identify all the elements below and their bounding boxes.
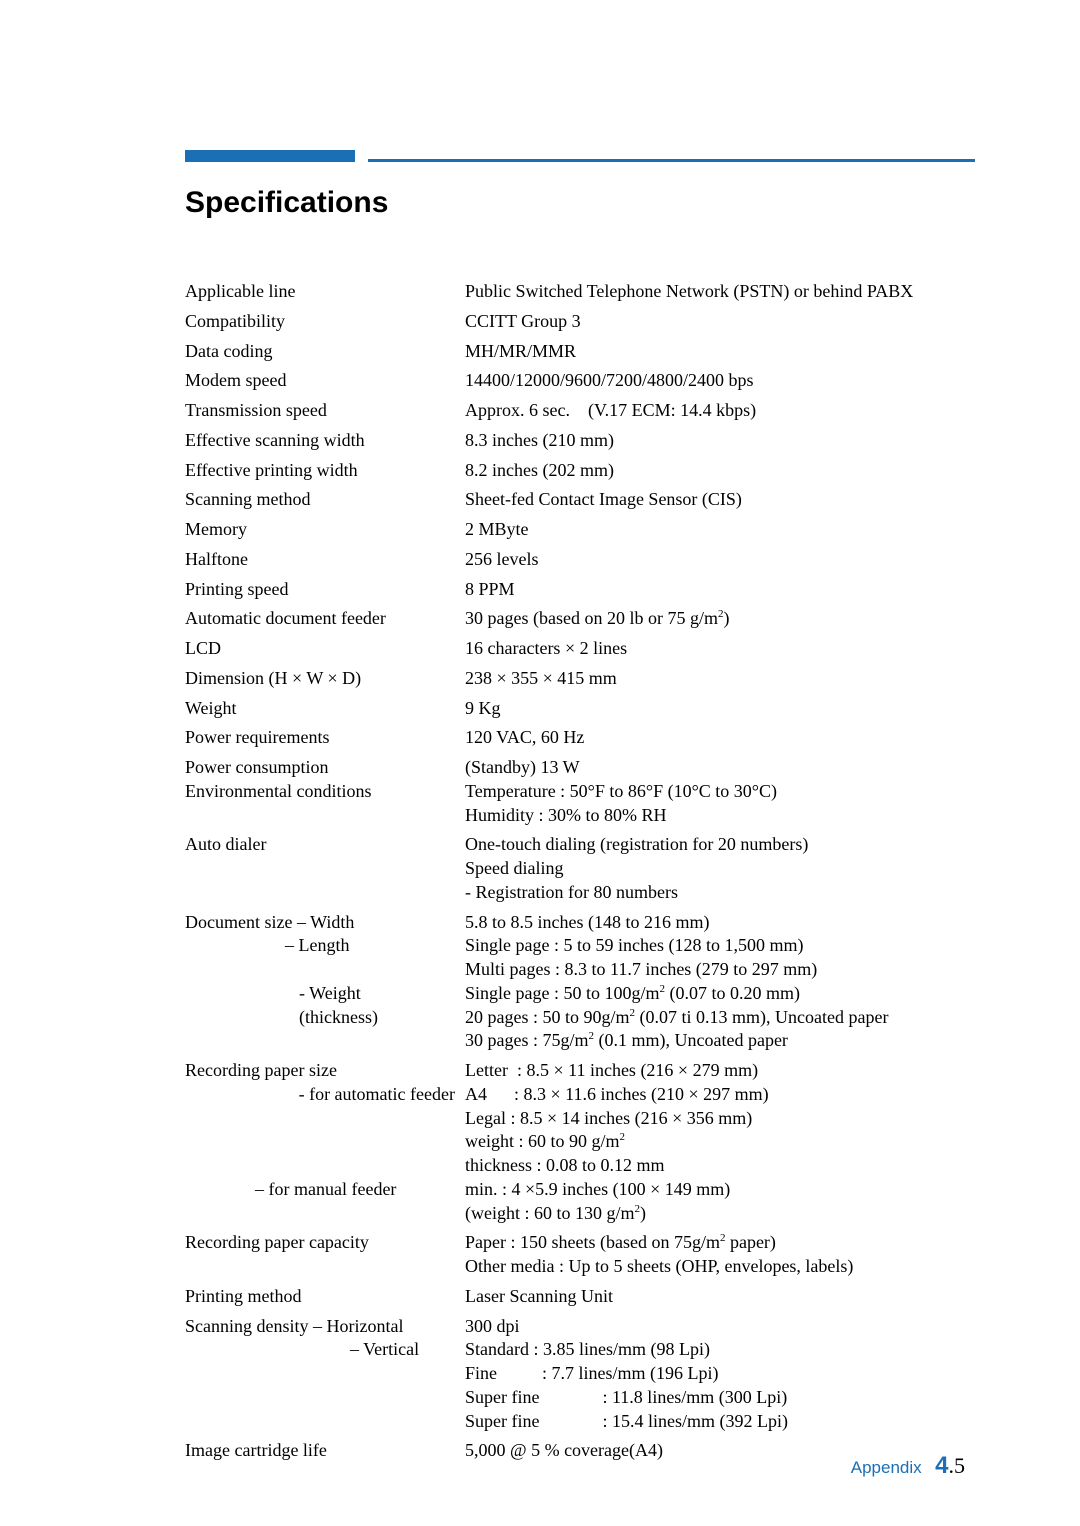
spec-value: 238 × 355 × 415 mm — [465, 667, 975, 691]
spec-value: Temperature : 50°F to 86°F (10°C to 30°C… — [465, 780, 975, 804]
spec-value: 14400/12000/9600/7200/4800/2400 bps — [465, 369, 975, 393]
spec-value: 30 pages : 75g/m2 (0.1 mm), Uncoated pap… — [465, 1029, 975, 1053]
spec-label: Weight — [185, 697, 465, 721]
footer-chapter: 4 — [935, 1452, 948, 1479]
footer-page: .5 — [949, 1453, 966, 1478]
spec-value: 8 PPM — [465, 578, 975, 602]
spec-value: 16 characters × 2 lines — [465, 637, 975, 661]
footer-section: Appendix — [851, 1458, 922, 1477]
spec-value: Super fine : 11.8 lines/mm (300 Lpi) — [465, 1386, 975, 1410]
spec-value: 30 pages (based on 20 lb or 75 g/m2) — [465, 607, 975, 631]
spec-value: min. : 4 ×5.9 inches (100 × 149 mm) — [465, 1178, 975, 1202]
spec-value: (weight : 60 to 130 g/m2) — [465, 1202, 975, 1226]
spec-value: Public Switched Telephone Network (PSTN)… — [465, 280, 975, 304]
spec-value: 256 levels — [465, 548, 975, 572]
spec-value: Standard : 3.85 lines/mm (98 Lpi) — [465, 1338, 975, 1362]
spec-label: Automatic document feeder — [185, 607, 465, 631]
spec-label: Modem speed — [185, 369, 465, 393]
spec-value: Approx. 6 sec. (V.17 ECM: 14.4 kbps) — [465, 399, 975, 423]
specifications-table: Applicable linePublic Switched Telephone… — [0, 220, 1080, 1463]
spec-sublabel: – Length — [185, 935, 350, 955]
spec-value: thickness : 0.08 to 0.12 mm — [465, 1154, 975, 1178]
spec-label: Power consumption — [185, 756, 465, 780]
spec-label: Auto dialer — [185, 833, 465, 857]
spec-label: Applicable line — [185, 280, 465, 304]
spec-sublabel: – for manual feeder — [185, 1179, 396, 1199]
spec-value: (Standby) 13 W — [465, 756, 975, 780]
header-rule — [0, 0, 1080, 162]
spec-value: Single page : 5 to 59 inches (128 to 1,5… — [465, 934, 975, 958]
rule-thick — [185, 150, 355, 162]
spec-label: Scanning density – Horizontal — [185, 1315, 465, 1339]
spec-label: Halftone — [185, 548, 465, 572]
spec-sublabel: – Vertical — [185, 1339, 419, 1359]
spec-sublabel: (thickness) — [185, 1007, 378, 1027]
spec-label: Power requirements — [185, 726, 465, 750]
page-title: Specifications — [0, 162, 1080, 220]
spec-label: Document size – Width — [185, 911, 465, 935]
spec-label: Printing method — [185, 1285, 465, 1309]
spec-value: 8.2 inches (202 mm) — [465, 459, 975, 483]
spec-value: Sheet-fed Contact Image Sensor (CIS) — [465, 488, 975, 512]
spec-value: - Registration for 80 numbers — [465, 881, 975, 905]
spec-label: Memory — [185, 518, 465, 542]
spec-label: Data coding — [185, 340, 465, 364]
spec-value: CCITT Group 3 — [465, 310, 975, 334]
spec-label: Effective scanning width — [185, 429, 465, 453]
spec-value: MH/MR/MMR — [465, 340, 975, 364]
spec-value: One-touch dialing (registration for 20 n… — [465, 833, 975, 857]
spec-value: 300 dpi — [465, 1315, 975, 1339]
spec-label: LCD — [185, 637, 465, 661]
spec-label: Effective printing width — [185, 459, 465, 483]
spec-label: Recording paper capacity — [185, 1231, 465, 1255]
spec-value: Legal : 8.5 × 14 inches (216 × 356 mm) — [465, 1107, 975, 1131]
spec-label: Scanning method — [185, 488, 465, 512]
spec-value: Single page : 50 to 100g/m2 (0.07 to 0.2… — [465, 982, 975, 1006]
spec-value: 120 VAC, 60 Hz — [465, 726, 975, 750]
spec-label: Transmission speed — [185, 399, 465, 423]
spec-value: weight : 60 to 90 g/m2 — [465, 1130, 975, 1154]
spec-value: A4 : 8.3 × 11.6 inches (210 × 297 mm) — [465, 1083, 975, 1107]
spec-sublabel: - for automatic feeder — [299, 1084, 455, 1104]
spec-label: Compatibility — [185, 310, 465, 334]
page-footer: Appendix 4.5 — [0, 1452, 1080, 1480]
spec-value: Humidity : 30% to 80% RH — [465, 804, 975, 828]
spec-value: 8.3 inches (210 mm) — [465, 429, 975, 453]
spec-value: Laser Scanning Unit — [465, 1285, 975, 1309]
spec-value: Paper : 150 sheets (based on 75g/m2 pape… — [465, 1231, 975, 1255]
spec-label: Recording paper size — [185, 1059, 465, 1083]
spec-label: Environmental conditions — [185, 780, 465, 804]
spec-value: 20 pages : 50 to 90g/m2 (0.07 ti 0.13 mm… — [465, 1006, 975, 1030]
spec-value: 5.8 to 8.5 inches (148 to 216 mm) — [465, 911, 975, 935]
spec-value: 2 MByte — [465, 518, 975, 542]
spec-value: Super fine : 15.4 lines/mm (392 Lpi) — [465, 1410, 975, 1434]
rule-thin — [368, 159, 975, 162]
spec-label: Printing speed — [185, 578, 465, 602]
spec-value: Other media : Up to 5 sheets (OHP, envel… — [465, 1255, 975, 1279]
spec-value: Fine : 7.7 lines/mm (196 Lpi) — [465, 1362, 975, 1386]
spec-label: Dimension (H × W × D) — [185, 667, 465, 691]
spec-value: Multi pages : 8.3 to 11.7 inches (279 to… — [465, 958, 975, 982]
spec-value: Letter : 8.5 × 11 inches (216 × 279 mm) — [465, 1059, 975, 1083]
spec-value: Speed dialing — [465, 857, 975, 881]
spec-value: 9 Kg — [465, 697, 975, 721]
spec-sublabel: - Weight — [185, 983, 361, 1003]
